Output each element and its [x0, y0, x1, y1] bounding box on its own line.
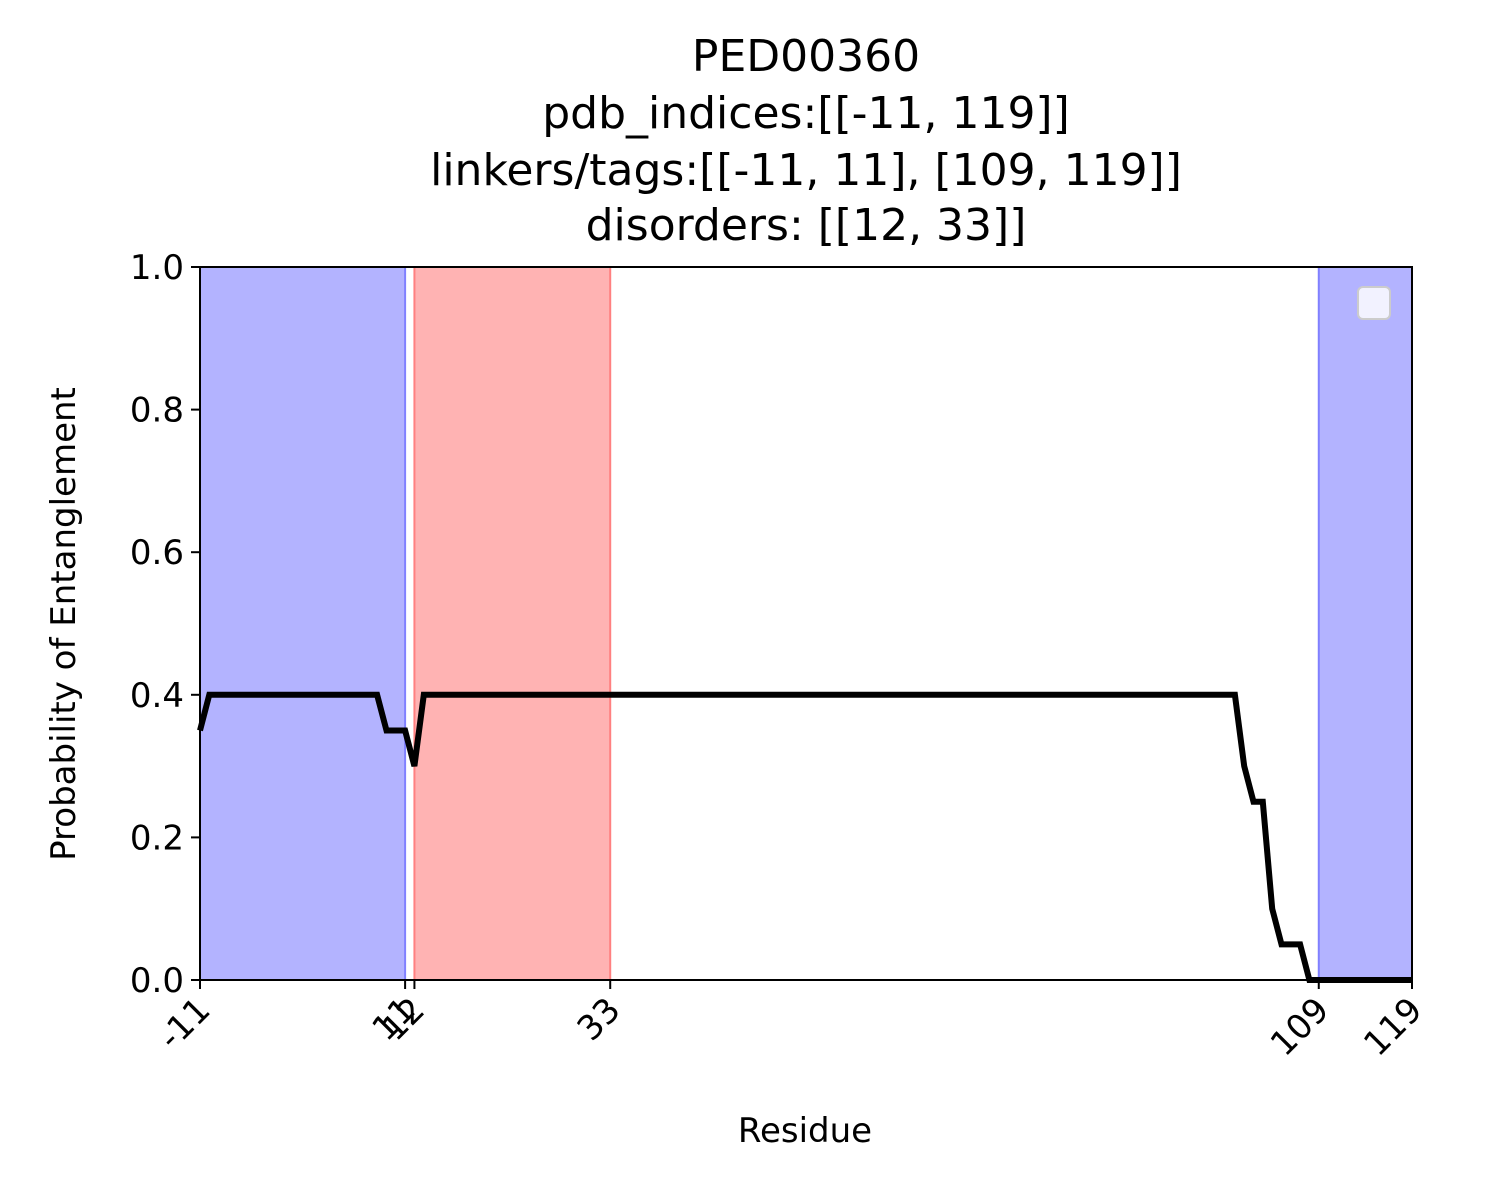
chart-title: PED00360 pdb_indices:[[-11, 119]] linker…: [430, 31, 1182, 251]
legend: [1357, 286, 1391, 320]
x-tick-label: 119: [1356, 990, 1430, 1064]
x-tick-label: 109: [1263, 990, 1337, 1064]
y-axis-label: Probability of Entanglement: [44, 387, 84, 861]
y-axis-ticks: 0.0 0.2 0.4 0.6 0.8 1.0: [130, 248, 200, 1001]
chart-title-line-3: linkers/tags:[[-11, 11], [109, 119]]: [430, 145, 1182, 196]
linker-region-2: [1318, 267, 1412, 980]
x-tick-label: 33: [570, 990, 629, 1049]
shaded-regions: [199, 267, 1413, 980]
series-lines: [197, 691, 1412, 983]
y-tick-label: 0.0: [130, 961, 184, 1001]
y-tick-label: 0.4: [130, 676, 184, 716]
chart-title-line-2: pdb_indices:[[-11, 119]]: [542, 88, 1070, 139]
y-tick-label: 0.2: [130, 818, 184, 858]
disorder-region-1: [414, 267, 611, 980]
chart-title-line-1: PED00360: [692, 31, 920, 82]
y-tick-label: 0.8: [130, 391, 184, 431]
y-tick-label: 0.6: [130, 533, 184, 573]
legend-box: [1357, 286, 1391, 320]
linker-region-0: [200, 267, 406, 980]
series-line-0: [197, 691, 1412, 983]
x-axis-label: Residue: [738, 1111, 872, 1151]
chart-title-line-4: disorders: [[12, 33]]: [586, 200, 1027, 251]
plot-frame: [199, 266, 1413, 981]
y-tick-label: 1.0: [130, 248, 184, 288]
